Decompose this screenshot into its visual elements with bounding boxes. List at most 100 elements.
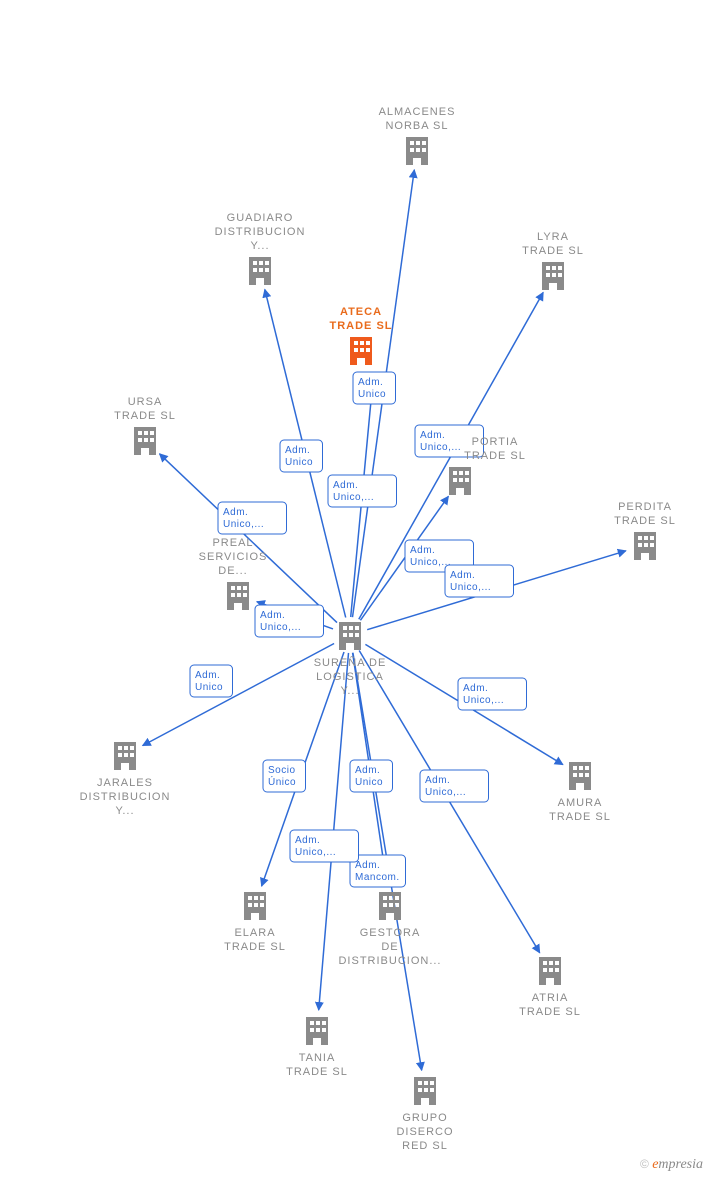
edge-label: Adm.Unico,... [328, 475, 397, 507]
company-label: Y... [340, 685, 359, 697]
company-label: GRUPO [402, 1112, 447, 1124]
svg-text:Adm.: Adm. [223, 507, 248, 518]
building-icon [350, 337, 372, 365]
edge-label: Adm.Unico [353, 372, 396, 404]
building-icon [414, 1077, 436, 1105]
building-icon [339, 622, 361, 650]
company-label: TRADE SL [522, 245, 584, 257]
edge-label: Adm.Unico [350, 760, 393, 792]
edge [143, 644, 335, 746]
footer: © empresia [640, 1157, 703, 1172]
svg-text:Adm.: Adm. [450, 570, 475, 581]
building-icon [406, 137, 428, 165]
company-label: TRADE SL [330, 320, 393, 332]
company-node-ursa[interactable]: URSA TRADE SL [114, 396, 176, 455]
edge-label: Adm.Unico,... [255, 605, 324, 637]
building-icon [634, 532, 656, 560]
svg-text:Adm.: Adm. [195, 670, 220, 681]
svg-text:Unico: Unico [355, 777, 383, 788]
edge-label: Adm.Unico [280, 440, 323, 472]
company-node-amura[interactable]: AMURATRADE SL [549, 762, 611, 823]
building-icon [244, 892, 266, 920]
svg-text:Unico: Unico [285, 457, 313, 468]
company-label: JARALES [97, 777, 153, 789]
company-label: DISTRIBUCION... [338, 955, 441, 967]
svg-text:Mancom.: Mancom. [355, 872, 400, 883]
company-label: TRADE SL [286, 1066, 348, 1078]
svg-text:Unico,...: Unico,... [410, 557, 451, 568]
company-label: DISTRIBUCION [215, 226, 306, 238]
company-label: LOGISTICA [316, 671, 384, 683]
building-icon [379, 892, 401, 920]
edge-label: Adm.Unico,... [290, 830, 359, 862]
company-label: TRADE SL [519, 1006, 581, 1018]
company-label: Y... [115, 805, 134, 817]
svg-text:Adm.: Adm. [285, 445, 310, 456]
company-label: GESTORA [360, 927, 421, 939]
svg-text:Unico,...: Unico,... [425, 787, 466, 798]
company-label: AMURA [558, 797, 603, 809]
svg-text:Adm.: Adm. [355, 765, 380, 776]
svg-text:Unico,...: Unico,... [223, 519, 264, 530]
company-label: PREAL [212, 537, 253, 549]
company-label: TRADE SL [464, 450, 526, 462]
company-label: ATECA [340, 306, 382, 318]
svg-text:Unico,...: Unico,... [463, 695, 504, 706]
company-label: DISERCO [396, 1126, 453, 1138]
company-label: PERDITA [618, 501, 672, 513]
company-label: DE... [218, 565, 247, 577]
company-label: TANIA [299, 1052, 336, 1064]
building-icon [539, 957, 561, 985]
company-node-atria[interactable]: ATRIA TRADE SL [519, 957, 581, 1018]
building-icon [114, 742, 136, 770]
company-node-almacenes[interactable]: ALMACENES NORBA SL [379, 106, 456, 165]
svg-text:Adm.: Adm. [425, 775, 450, 786]
svg-text:Unico: Unico [195, 682, 223, 693]
svg-text:Único: Único [268, 775, 296, 788]
company-node-tania[interactable]: TANIA TRADE SL [286, 1017, 348, 1078]
edge-label: Adm.Unico,... [218, 502, 287, 534]
edge-label: Adm.Unico,... [445, 565, 514, 597]
company-node-lyra[interactable]: LYRA TRADE SL [522, 231, 584, 290]
svg-text:Socio: Socio [268, 765, 296, 776]
company-label: TRADE SL [614, 515, 676, 527]
company-node-elara[interactable]: ELARATRADE SL [224, 892, 286, 953]
network-diagram: Adm.UnicoAdm.UnicoAdm.Unico,...Adm.Unico… [0, 0, 728, 1180]
building-icon [542, 262, 564, 290]
company-label: Y... [250, 240, 269, 252]
edge-label: Adm.Unico,... [420, 770, 489, 802]
svg-text:Adm.: Adm. [333, 480, 358, 491]
svg-text:Unico,...: Unico,... [295, 847, 336, 858]
svg-text:Unico: Unico [358, 389, 386, 400]
company-label: TRADE SL [114, 410, 176, 422]
building-icon [569, 762, 591, 790]
company-label: RED SL [402, 1140, 448, 1152]
company-label: SERVICIOS [199, 551, 268, 563]
company-node-preal[interactable]: PREAL SERVICIOS DE... [199, 537, 268, 610]
company-node-ateca[interactable]: ATECA TRADE SL [330, 306, 393, 365]
company-node-gestora[interactable]: GESTORA DE DISTRIBUCION... [338, 892, 441, 967]
edge-label: Adm.Unico,... [458, 678, 527, 710]
svg-text:Adm.: Adm. [295, 835, 320, 846]
svg-text:Unico,...: Unico,... [333, 492, 374, 503]
building-icon [306, 1017, 328, 1045]
edge-label: Adm.Unico [190, 665, 233, 697]
svg-text:Adm.: Adm. [410, 545, 435, 556]
company-label: DE [381, 941, 398, 953]
building-icon [449, 467, 471, 495]
company-node-center[interactable]: SUREÑA DE LOGISTICA Y... [314, 622, 387, 697]
company-label: DISTRIBUCION [80, 791, 171, 803]
company-label: URSA [128, 396, 163, 408]
company-label: ATRIA [532, 992, 569, 1004]
company-node-grupo[interactable]: GRUPO DISERCO RED SL [396, 1077, 453, 1152]
company-node-guadiaro[interactable]: GUADIARODISTRIBUCIONY... [215, 212, 306, 285]
company-label: ALMACENES [379, 106, 456, 118]
company-node-jarales[interactable]: JARALES DISTRIBUCION Y... [80, 742, 171, 817]
company-label: PORTIA [472, 436, 519, 448]
company-label: NORBA SL [385, 120, 448, 132]
building-icon [249, 257, 271, 285]
svg-text:Adm.: Adm. [358, 377, 383, 388]
svg-text:Adm.: Adm. [463, 683, 488, 694]
company-label: LYRA [537, 231, 569, 243]
company-label: SUREÑA DE [314, 656, 387, 669]
